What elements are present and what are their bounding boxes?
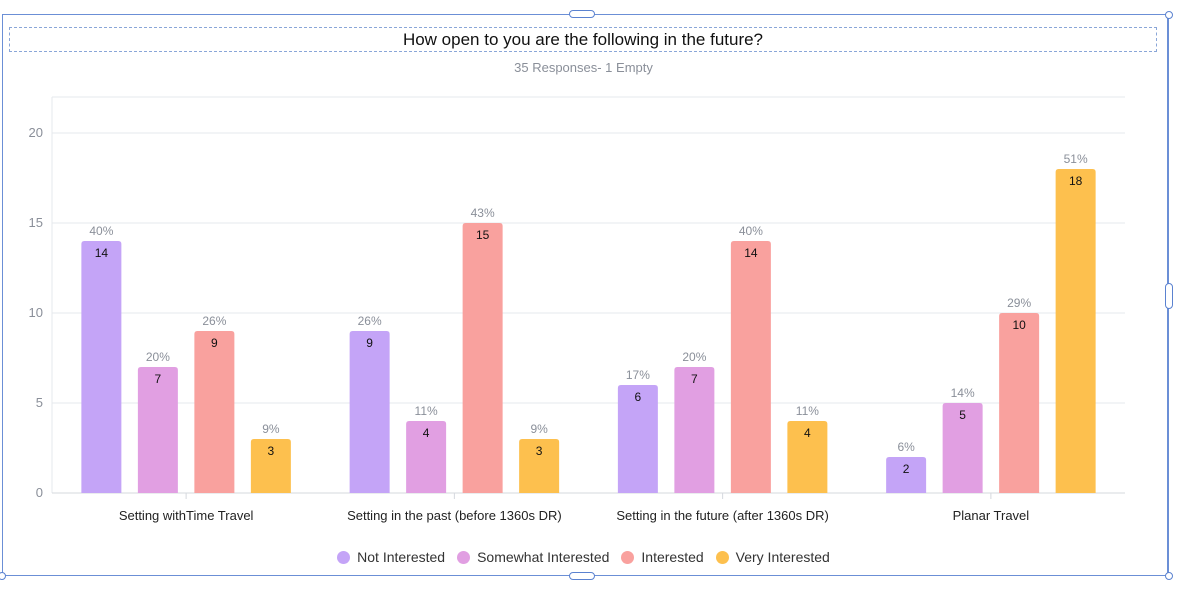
- bar-value-label: 4: [804, 426, 811, 440]
- bar-percent-label: 26%: [358, 314, 382, 328]
- bar-percent-label: 11%: [796, 404, 819, 418]
- bar[interactable]: [730, 241, 771, 493]
- x-category-label: Setting withTime Travel: [119, 508, 254, 523]
- y-tick-label: 10: [29, 305, 43, 320]
- y-tick-label: 5: [36, 395, 43, 410]
- bar-value-label: 15: [476, 228, 490, 242]
- bar-value-label: 18: [1069, 174, 1083, 188]
- bar[interactable]: [519, 439, 560, 493]
- bar-value-label: 7: [691, 372, 698, 386]
- bar-percent-label: 51%: [1064, 152, 1088, 166]
- resize-handle-right[interactable]: [1165, 283, 1173, 309]
- legend-label: Not Interested: [357, 549, 446, 565]
- bar[interactable]: [1055, 169, 1096, 493]
- bar[interactable]: [942, 403, 983, 493]
- legend-label: Interested: [641, 549, 704, 565]
- bar[interactable]: [250, 439, 291, 493]
- bar-percent-label: 26%: [202, 314, 226, 328]
- bar-value-label: 10: [1012, 318, 1026, 332]
- bar[interactable]: [617, 385, 658, 493]
- bar-value-label: 3: [536, 444, 543, 458]
- resize-handle-bottom-right[interactable]: [1165, 572, 1173, 580]
- y-tick-label: 0: [36, 485, 43, 500]
- bar[interactable]: [406, 421, 447, 493]
- bar-percent-label: 40%: [739, 224, 763, 238]
- bar[interactable]: [137, 367, 178, 493]
- y-tick-label: 20: [29, 125, 43, 140]
- bar-percent-label: 40%: [89, 224, 113, 238]
- bar[interactable]: [674, 367, 715, 493]
- bar-value-label: 6: [635, 390, 642, 404]
- legend-item[interactable]: Somewhat Interested: [457, 549, 609, 565]
- bar[interactable]: [787, 421, 828, 493]
- resize-handle-top[interactable]: [569, 10, 595, 18]
- bar-value-label: 2: [903, 462, 910, 476]
- bar-percent-label: 43%: [471, 206, 495, 220]
- bar-percent-label: 9%: [262, 422, 280, 436]
- resize-handle-top-right[interactable]: [1165, 11, 1173, 19]
- x-category-label: Planar Travel: [953, 508, 1030, 523]
- bar-percent-label: 6%: [897, 440, 915, 454]
- bar[interactable]: [194, 331, 235, 493]
- bar[interactable]: [349, 331, 390, 493]
- bar-percent-label: 29%: [1007, 296, 1031, 310]
- chart-subtitle: 35 Responses- 1 Empty: [514, 60, 653, 75]
- chart-title-box[interactable]: How open to you are the following in the…: [9, 27, 1157, 52]
- bar-value-label: 7: [155, 372, 162, 386]
- legend-swatch: [621, 550, 635, 564]
- bar-value-label: 4: [423, 426, 430, 440]
- y-tick-label: 15: [29, 215, 43, 230]
- legend-swatch: [337, 550, 351, 564]
- bar[interactable]: [462, 223, 503, 493]
- bar-percent-label: 20%: [146, 350, 170, 364]
- bar[interactable]: [999, 313, 1040, 493]
- legend-swatch: [457, 550, 471, 564]
- bar-percent-label: 14%: [951, 386, 975, 400]
- x-category-label: Setting in the past (before 1360s DR): [347, 508, 562, 523]
- bar-percent-label: 11%: [415, 404, 438, 418]
- resize-handle-bottom-left[interactable]: [0, 572, 6, 580]
- legend-item[interactable]: Very Interested: [715, 549, 830, 565]
- legend-label: Somewhat Interested: [477, 549, 610, 565]
- bar-percent-label: 9%: [530, 422, 548, 436]
- x-category-label: Setting in the future (after 1360s DR): [616, 508, 828, 523]
- bar-value-label: 5: [959, 408, 966, 422]
- chart-title: How open to you are the following in the…: [402, 29, 764, 49]
- bar-value-label: 14: [95, 246, 109, 260]
- bar-percent-label: 20%: [682, 350, 706, 364]
- bar-value-label: 9: [211, 336, 218, 350]
- legend-swatch: [715, 550, 729, 564]
- legend-label: Very Interested: [735, 549, 830, 565]
- bar-value-label: 9: [366, 336, 373, 350]
- bar[interactable]: [81, 241, 122, 493]
- bar[interactable]: [886, 457, 927, 493]
- legend-item[interactable]: Not Interested: [337, 549, 445, 565]
- legend-item[interactable]: Interested: [621, 549, 704, 565]
- resize-handle-bottom[interactable]: [569, 572, 595, 580]
- bar-percent-label: 17%: [626, 368, 650, 382]
- bar-value-label: 3: [268, 444, 275, 458]
- chart-legend: Not Interested Somewhat Interested Interes…: [0, 549, 1167, 565]
- bar-value-label: 14: [744, 246, 758, 260]
